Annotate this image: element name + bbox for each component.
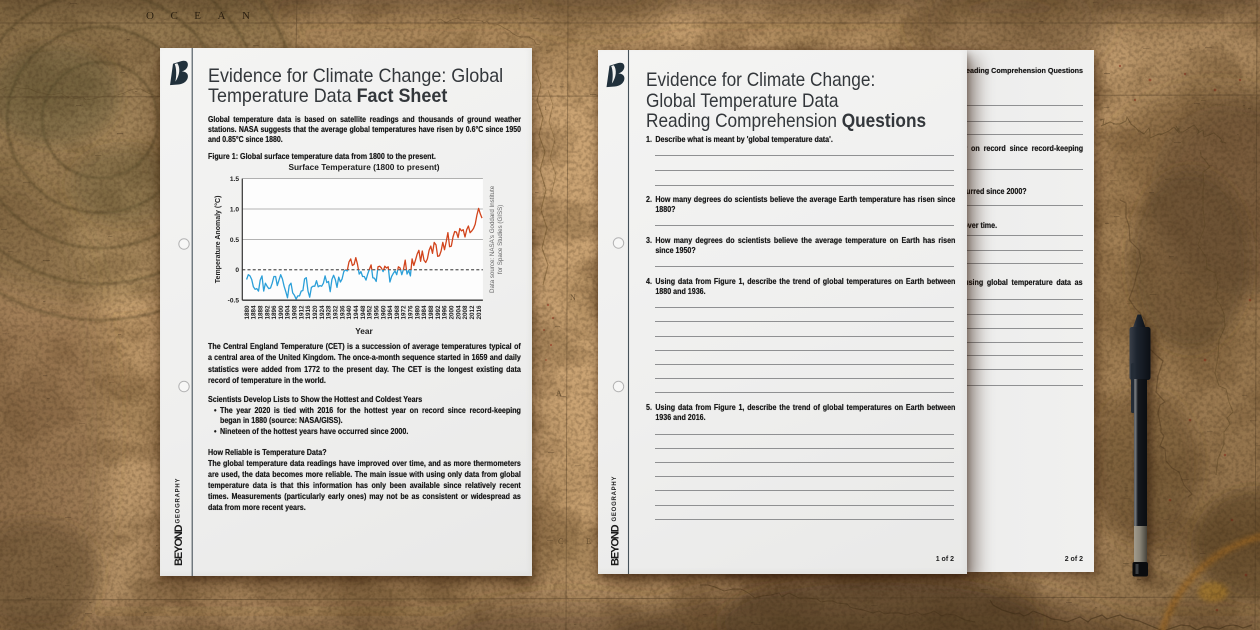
svg-text:1940: 1940 [346,305,353,320]
svg-text:1904: 1904 [285,305,292,320]
svg-text:0: 0 [235,267,239,274]
svg-text:1916: 1916 [305,305,312,320]
svg-text:1884: 1884 [251,305,258,320]
svg-text:1912: 1912 [298,305,305,320]
svg-text:1880: 1880 [244,305,251,320]
svg-text:-0.5: -0.5 [228,298,240,305]
svg-text:BEYOND: BEYOND [173,524,185,566]
svg-text:1956: 1956 [373,305,380,320]
svg-text:1932: 1932 [333,305,340,320]
svg-text:1900: 1900 [278,305,285,320]
svg-text:1888: 1888 [257,305,264,320]
svg-text:Temperature Anomaly (°C): Temperature Anomaly (°C) [214,196,222,284]
svg-text:1968: 1968 [394,305,401,320]
svg-text:2016: 2016 [476,305,483,320]
svg-text:1920: 1920 [312,305,319,320]
svg-text:Data source: NASA's Goddard In: Data source: NASA's Goddard Institute [489,185,496,293]
svg-text:1.5: 1.5 [230,176,239,183]
svg-text:1996: 1996 [442,305,449,320]
svg-text:1976: 1976 [408,305,415,320]
svg-text:1936: 1936 [339,305,346,320]
svg-text:1948: 1948 [360,305,367,320]
svg-text:for Space Studies (GISS): for Space Studies (GISS) [497,205,504,274]
svg-text:2012: 2012 [469,305,476,320]
svg-text:1972: 1972 [401,305,408,320]
svg-text:1928: 1928 [326,305,333,320]
svg-text:1.0: 1.0 [230,206,239,213]
svg-text:1992: 1992 [435,305,442,320]
svg-text:Surface Temperature (1800 to p: Surface Temperature (1800 to present) [288,162,439,172]
svg-text:BEYOND: BEYOND [610,524,622,566]
svg-text:1944: 1944 [353,305,360,320]
svg-text:1896: 1896 [271,305,278,320]
svg-text:2008: 2008 [462,305,469,320]
svg-text:GEOGRAPHY: GEOGRAPHY [176,478,182,524]
svg-text:1964: 1964 [387,305,394,320]
svg-text:1984: 1984 [421,305,428,320]
svg-text:1988: 1988 [428,305,435,320]
svg-text:GEOGRAPHY: GEOGRAPHY [612,476,618,522]
svg-text:1960: 1960 [380,305,387,320]
svg-text:1892: 1892 [264,305,271,320]
svg-text:2004: 2004 [455,305,462,320]
svg-text:1924: 1924 [319,305,326,320]
svg-text:2000: 2000 [449,305,456,320]
svg-text:Year: Year [355,326,373,336]
svg-text:1952: 1952 [367,305,374,320]
svg-text:1980: 1980 [414,305,421,320]
svg-text:1908: 1908 [292,305,299,320]
svg-text:0.5: 0.5 [230,237,239,244]
